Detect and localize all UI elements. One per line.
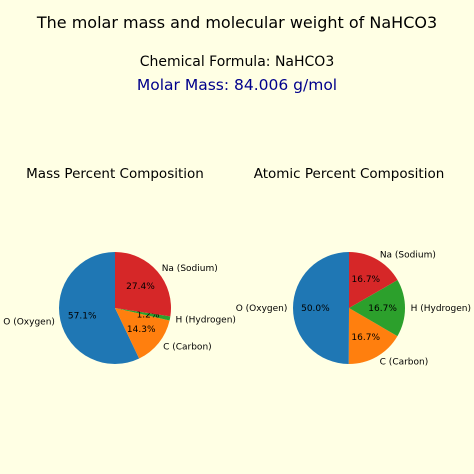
mass-pie-title: Mass Percent Composition: [26, 166, 204, 182]
mass-label-c-carbon: C (Carbon): [163, 343, 212, 353]
mass-slice-o-oxygen: [59, 252, 140, 364]
formula-text: Chemical Formula: NaHCO3: [140, 54, 334, 70]
atomic-pct-na-sodium: 16.7%: [352, 275, 381, 285]
atomic-pct-c-carbon: 16.7%: [351, 333, 380, 343]
mass-pct-o-oxygen: 57.1%: [68, 311, 97, 321]
main-title: The molar mass and molecular weight of N…: [36, 13, 437, 32]
mass-pct-h-hydrogen: 1.2%: [137, 310, 160, 320]
atomic-label-o-oxygen: O (Oxygen): [236, 304, 288, 314]
atomic-label-h-hydrogen: H (Hydrogen): [411, 304, 471, 314]
mass-slice-h-hydrogen: [115, 308, 171, 321]
mass-slice-na-sodium: [115, 252, 171, 317]
mass-pct-c-carbon: 14.3%: [127, 325, 156, 335]
atomic-pie-chart: O (Oxygen) 50.0% C (Carbon) 16.7% H (Hydroge…: [236, 251, 471, 368]
mass-pie-chart: O (Oxygen) 57.1% C (Carbon) 14.3% H (Hydroge…: [3, 252, 236, 364]
atomic-pct-o-oxygen: 50.0%: [301, 304, 330, 314]
mass-label-na-sodium: Na (Sodium): [162, 264, 218, 274]
mass-label-h-hydrogen: H (Hydrogen): [176, 316, 236, 326]
atomic-pct-h-hydrogen: 16.7%: [368, 304, 397, 314]
atomic-label-na-sodium: Na (Sodium): [380, 251, 436, 261]
atomic-slice-h-hydrogen: [349, 280, 405, 337]
mass-slice-c-carbon: [115, 308, 170, 359]
molar-mass-text: Molar Mass: 84.006 g/mol: [137, 76, 337, 94]
atomic-slice-c-carbon: [348, 308, 398, 364]
atomic-slice-na-sodium: [349, 252, 398, 308]
atomic-slice-o-oxygen: [292, 252, 349, 364]
atomic-pie-title: Atomic Percent Composition: [254, 166, 445, 182]
mass-pct-na-sodium: 27.4%: [126, 282, 155, 292]
atomic-label-c-carbon: C (Carbon): [380, 357, 429, 367]
mass-label-o-oxygen: O (Oxygen): [3, 318, 55, 328]
